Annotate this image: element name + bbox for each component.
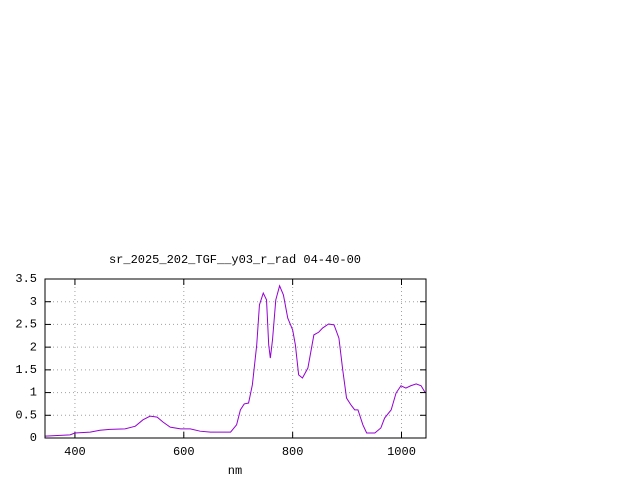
chart-title: sr_2025_202_TGF__y03_r_rad 04-40-00 xyxy=(109,253,361,267)
y-tick-label: 0.5 xyxy=(15,408,37,422)
y-tick-label: 2 xyxy=(30,340,37,354)
y-tick-label: 1.5 xyxy=(15,363,37,377)
y-tick-label: 2.5 xyxy=(15,318,37,332)
x-tick-label: 600 xyxy=(173,445,195,459)
x-tick-label: 800 xyxy=(282,445,304,459)
y-tick-label: 3.5 xyxy=(15,272,37,286)
x-tick-label: 400 xyxy=(64,445,86,459)
y-tick-label: 3 xyxy=(30,295,37,309)
y-tick-label: 0 xyxy=(30,431,37,445)
y-tick-label: 1 xyxy=(30,386,37,400)
x-axis-label: nm xyxy=(228,464,242,478)
x-tick-label: 1000 xyxy=(387,445,416,459)
data-line xyxy=(44,284,426,437)
plot-border xyxy=(44,278,427,439)
